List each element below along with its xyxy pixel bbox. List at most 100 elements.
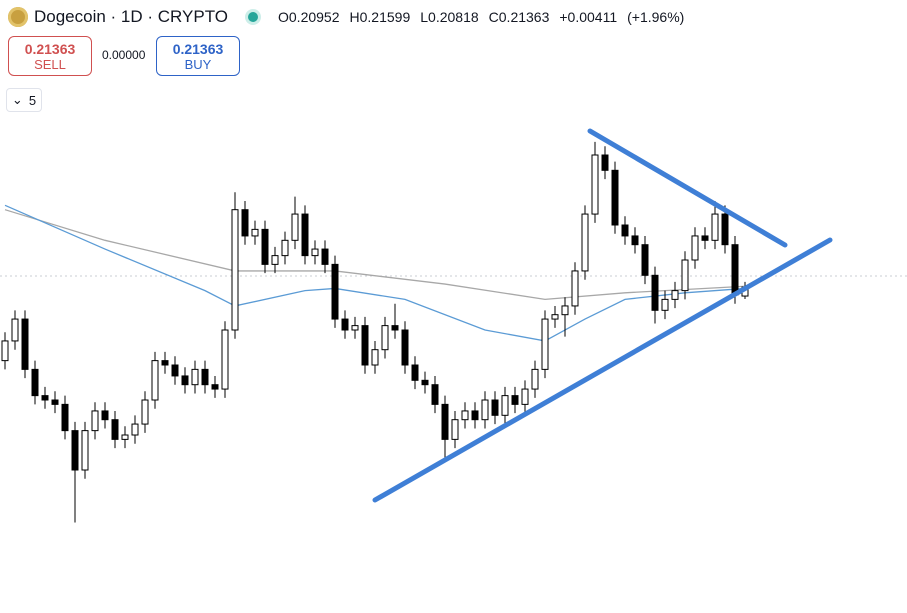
ohlc-label: O — [278, 9, 289, 25]
candle-body — [471, 410, 479, 421]
ohlc-label: C — [488, 9, 499, 25]
candle-body — [421, 379, 429, 386]
sell-price: 0.21363 — [24, 41, 76, 57]
moving-average — [4, 209, 746, 301]
coin-logo — [8, 7, 28, 27]
indicator-toggle[interactable]: ⌄ 5 — [6, 88, 42, 112]
change: +0.00411 — [559, 9, 618, 25]
candle-body — [191, 368, 199, 386]
candle-body — [461, 410, 469, 421]
candle-body — [161, 360, 169, 366]
symbol-header: Dogecoin · 1D · CRYPTO O0.20952 H0.21599… — [8, 6, 684, 28]
candle-body — [621, 224, 629, 237]
candle-body — [61, 403, 69, 432]
candle-body — [81, 430, 89, 471]
candle-body — [371, 349, 379, 366]
plot — [1, 141, 749, 523]
candle-body — [361, 325, 369, 366]
ohlc-values: O0.20952 H0.21599 L0.20818 C0.21363 +0.0… — [278, 9, 684, 25]
candle-body — [111, 419, 119, 440]
candle-body — [211, 384, 219, 390]
buy-label: BUY — [184, 57, 212, 72]
ohlc-value: 0.20952 — [288, 9, 340, 25]
candle-body — [561, 305, 569, 316]
candle-body — [731, 244, 739, 296]
candle-body — [521, 388, 529, 405]
candle-body — [51, 399, 59, 405]
candle-body — [261, 228, 269, 265]
candle-body — [291, 213, 299, 241]
candle-body — [301, 213, 309, 257]
candle-body — [121, 434, 129, 440]
candle-body — [591, 154, 599, 215]
candle-body — [701, 235, 709, 241]
candle-body — [651, 274, 659, 311]
candle-body — [331, 263, 339, 320]
candle-body — [241, 209, 249, 237]
candle-body — [231, 209, 239, 331]
candle-body — [11, 318, 19, 342]
candle-body — [101, 410, 109, 421]
candle-body — [641, 244, 649, 276]
candle-body — [571, 270, 579, 307]
candle-body — [31, 368, 39, 397]
candle-body — [181, 375, 189, 386]
candle-body — [441, 403, 449, 440]
market-status — [248, 12, 258, 22]
candle-body — [511, 395, 519, 405]
candle-body — [411, 364, 419, 381]
candle-body — [531, 368, 539, 390]
candle-body — [681, 259, 689, 292]
candle-body — [201, 368, 209, 386]
candle-body — [391, 325, 399, 331]
candle-body — [481, 399, 489, 421]
indicator-count: 5 — [28, 92, 37, 108]
candle-body — [221, 329, 229, 390]
candle-body — [581, 213, 589, 272]
candle-body — [251, 228, 259, 237]
buy-button[interactable]: 0.21363 BUY — [156, 36, 240, 76]
ohlc-label: H — [349, 9, 360, 25]
candle-body — [351, 325, 359, 331]
candle-body — [311, 248, 319, 257]
candle-body — [401, 329, 409, 366]
sell-button[interactable]: 0.21363 SELL — [8, 36, 92, 76]
candle-body — [631, 235, 639, 246]
spread: 0.00000 — [102, 48, 146, 62]
ohlc-value: 0.20818 — [428, 9, 479, 25]
candle-body — [21, 318, 29, 370]
candle-body — [611, 169, 619, 226]
candle-body — [141, 399, 149, 425]
candle-body — [451, 419, 459, 440]
candle-body — [321, 248, 329, 265]
ohlc-label: L — [420, 9, 429, 25]
candle-body — [131, 423, 139, 436]
candle-body — [381, 325, 389, 351]
candle-body — [171, 364, 179, 377]
candle-body — [661, 298, 669, 311]
candle-body — [281, 239, 289, 257]
candle-body — [671, 290, 679, 300]
symbol-title[interactable]: Dogecoin · 1D · CRYPTO — [34, 7, 228, 26]
trendline[interactable] — [587, 128, 788, 248]
buy-price: 0.21363 — [172, 41, 224, 57]
candle-body — [91, 410, 99, 432]
candle-body — [501, 395, 509, 416]
candle-body — [601, 154, 609, 171]
candle-body — [151, 360, 159, 401]
ohlc-value: 0.21599 — [359, 9, 411, 25]
candle-body — [541, 318, 549, 370]
candle-body — [41, 395, 49, 401]
candle-body — [271, 255, 279, 265]
trendline[interactable] — [372, 237, 833, 503]
moving-average — [4, 204, 746, 342]
candle-body — [341, 318, 349, 331]
candle-body — [491, 399, 499, 416]
candle-body — [691, 235, 699, 261]
chevron: ⌄ — [11, 92, 23, 107]
candle-body — [1, 340, 9, 362]
candle-body — [711, 213, 719, 241]
change-pct: (+1.96%) — [627, 9, 685, 25]
